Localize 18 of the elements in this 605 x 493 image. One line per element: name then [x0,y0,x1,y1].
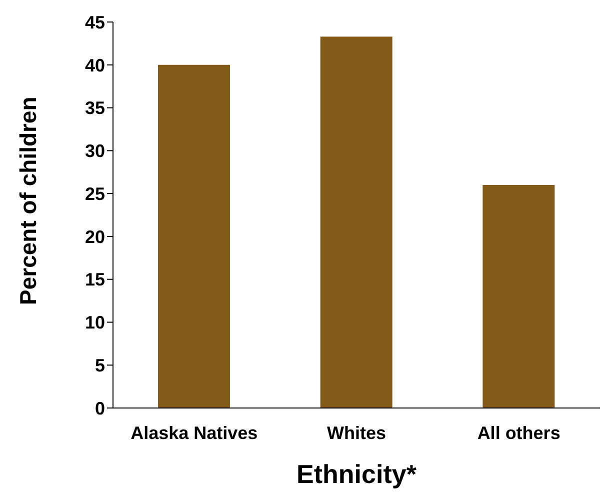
x-tick-label: All others [477,422,560,443]
y-tick-label: 10 [84,312,105,333]
y-tick-label: 15 [84,270,105,290]
bar [320,36,392,408]
y-tick-label: 0 [94,398,105,418]
y-tick-label: 45 [84,12,105,32]
y-tick-label: 40 [84,55,105,76]
y-tick-label: 35 [84,98,105,118]
y-axis-title: Percent of children [15,96,42,305]
y-tick-label: 30 [84,141,105,162]
y-tick-label: 20 [84,226,105,247]
x-tick-label: Alaska Natives [130,422,258,443]
y-tick-label: 5 [94,356,105,376]
bar [482,184,555,408]
bar [158,64,230,408]
x-tick-label: Whites [326,422,386,443]
y-tick-label: 25 [84,184,105,204]
x-axis-title: Ethnicity* [296,459,418,489]
